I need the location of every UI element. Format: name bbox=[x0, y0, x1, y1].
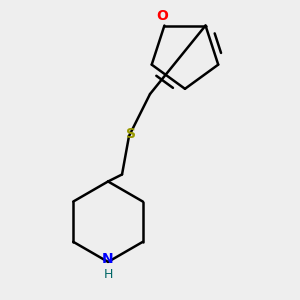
Text: H: H bbox=[103, 268, 113, 281]
Text: N: N bbox=[102, 252, 114, 266]
Text: O: O bbox=[157, 9, 169, 23]
Text: S: S bbox=[126, 127, 136, 141]
